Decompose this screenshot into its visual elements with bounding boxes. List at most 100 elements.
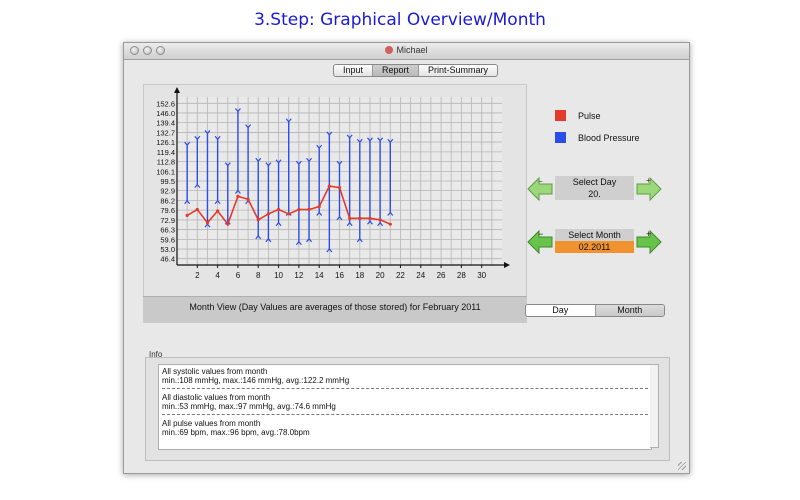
bp-systolic-marker xyxy=(336,160,343,166)
x-tick-label: 26 xyxy=(437,271,446,280)
next-month-arrow-icon[interactable]: + xyxy=(636,229,662,255)
pulse-point xyxy=(195,207,199,212)
pulse-point xyxy=(337,185,342,190)
pulse-point xyxy=(368,216,372,220)
bp-diastolic-marker xyxy=(265,237,272,243)
bp-systolic-marker xyxy=(214,135,221,141)
app-window: Michael Input Report Print-Summary 46.4 5… xyxy=(123,42,690,474)
y-axis-arrowhead xyxy=(174,87,180,93)
x-tick-label: 18 xyxy=(355,271,364,280)
bp-diastolic-marker xyxy=(295,240,302,246)
bp-diastolic-marker xyxy=(214,199,221,205)
pulse-point xyxy=(327,184,331,188)
y-tick-label: 92.9 xyxy=(160,187,175,196)
info-entry-pulse: All pulse values from month min.:69 bpm,… xyxy=(159,417,651,438)
pulse-point xyxy=(378,218,382,222)
x-axis-arrowhead xyxy=(504,262,510,268)
bp-diastolic-marker xyxy=(234,189,241,194)
pulse-point xyxy=(348,216,352,220)
previous-day-arrow-icon[interactable]: − xyxy=(527,176,553,202)
blood-pressure-chart: 46.453.059.666.372.979.686.292.999.5106.… xyxy=(156,87,510,280)
y-tick-label: 112.8 xyxy=(157,158,175,167)
month-view-button[interactable]: Month xyxy=(595,305,664,316)
x-tick-label: 2 xyxy=(195,271,200,280)
bp-diastolic-marker xyxy=(184,199,191,205)
pulse-point xyxy=(276,207,281,212)
info-divider xyxy=(162,388,648,389)
pulse-swatch xyxy=(555,110,566,121)
bp-systolic-marker xyxy=(306,157,312,163)
legend-blood-pressure-label: Blood Pressure xyxy=(578,133,640,143)
bp-systolic-marker xyxy=(356,138,363,144)
tab-print-summary[interactable]: Print-Summary xyxy=(428,65,489,75)
pulse-point xyxy=(297,207,301,212)
info-entry-title: All diastolic values from month xyxy=(162,393,271,402)
x-tick-label: 24 xyxy=(416,271,425,280)
y-tick-label: 72.9 xyxy=(160,216,175,225)
month-stepper: − Select Month 02.2011 + xyxy=(527,229,662,256)
svg-text:+: + xyxy=(646,176,651,185)
day-view-button[interactable]: Day xyxy=(526,305,596,316)
bp-systolic-marker xyxy=(367,137,373,142)
day-stepper-label: Select Day xyxy=(555,176,634,188)
month-stepper-label: Select Month xyxy=(555,229,634,241)
info-list[interactable]: All systolic values from month min.:108 … xyxy=(158,364,652,450)
x-tick-label: 16 xyxy=(335,271,344,280)
tab-report[interactable]: Report xyxy=(373,65,420,76)
bp-diastolic-marker xyxy=(356,237,363,243)
y-tick-label: 146.0 xyxy=(156,109,175,118)
info-scrollbar[interactable] xyxy=(650,364,659,448)
bp-systolic-marker xyxy=(285,118,292,123)
view-toggle: Day Month xyxy=(525,304,665,317)
tab-input[interactable]: Input xyxy=(334,65,374,76)
minimize-window-button[interactable] xyxy=(143,46,152,55)
y-tick-label: 46.4 xyxy=(160,255,175,264)
legend-pulse-label: Pulse xyxy=(578,111,601,121)
bp-diastolic-marker xyxy=(275,221,282,227)
bp-systolic-marker xyxy=(245,124,252,129)
bp-systolic-marker xyxy=(387,138,394,144)
next-day-arrow-icon[interactable]: + xyxy=(636,176,662,202)
info-divider xyxy=(162,414,648,415)
bp-diastolic-marker xyxy=(387,211,394,216)
page-headline: 3.Step: Graphical Overview/Month xyxy=(254,10,546,30)
y-tick-label: 152.6 xyxy=(156,99,175,108)
y-tick-label: 79.6 xyxy=(160,206,175,215)
month-stepper-value: 02.2011 xyxy=(555,241,634,253)
blood-pressure-swatch xyxy=(555,132,566,143)
bp-diastolic-marker xyxy=(336,215,343,221)
window-title-group: Michael xyxy=(124,45,689,55)
info-entry-detail: min.:108 mmHg, max.:146 mmHg, avg.:122.2… xyxy=(162,376,350,385)
bp-systolic-marker xyxy=(204,130,211,135)
svg-text:+: + xyxy=(646,229,651,239)
day-stepper-value: 20. xyxy=(555,188,634,200)
window-title: Michael xyxy=(396,45,428,55)
resize-grip-icon[interactable] xyxy=(678,462,686,470)
y-tick-label: 99.5 xyxy=(160,177,175,186)
svg-text:−: − xyxy=(538,177,543,186)
zoom-window-button[interactable] xyxy=(156,46,165,55)
x-tick-label: 22 xyxy=(396,271,405,280)
window-titlebar[interactable]: Michael xyxy=(124,43,689,60)
info-entry-diastolic: All diastolic values from month min.:53 … xyxy=(159,391,651,412)
pulse-point xyxy=(317,205,321,209)
pulse-point xyxy=(256,218,260,222)
pulse-point xyxy=(307,207,311,212)
x-tick-label: 14 xyxy=(315,271,324,280)
bp-systolic-marker xyxy=(295,160,302,166)
pulse-point xyxy=(216,209,220,213)
y-tick-label: 119.4 xyxy=(157,148,175,157)
bp-systolic-marker xyxy=(234,108,241,113)
bp-diastolic-marker xyxy=(346,221,353,227)
bp-systolic-marker xyxy=(275,159,282,164)
y-tick-label: 66.3 xyxy=(160,226,175,235)
x-tick-label: 10 xyxy=(274,271,283,280)
pulse-point xyxy=(246,197,250,201)
y-tick-label: 86.2 xyxy=(160,196,175,205)
info-label: Info xyxy=(149,350,163,359)
y-tick-label: 106.1 xyxy=(156,167,175,176)
previous-month-arrow-icon[interactable]: − xyxy=(527,229,553,255)
close-window-button[interactable] xyxy=(130,46,139,55)
x-tick-label: 28 xyxy=(457,271,466,280)
bp-systolic-marker xyxy=(377,137,384,142)
